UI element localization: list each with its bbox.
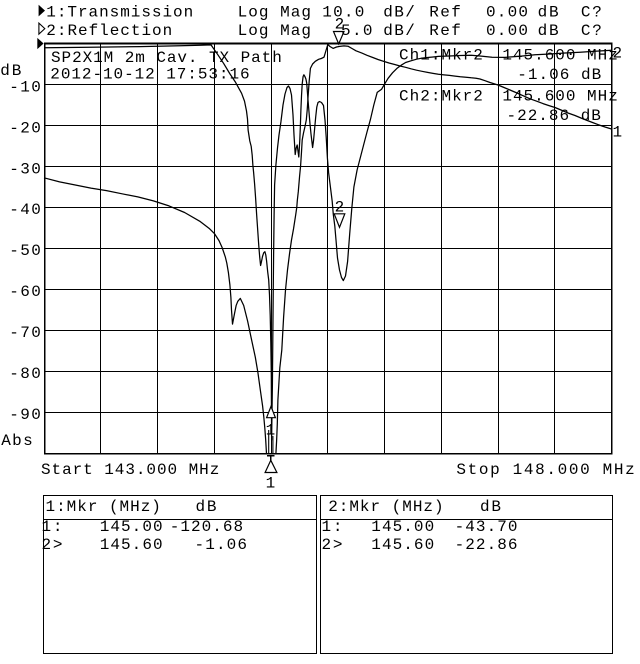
svg-text:C?: C? bbox=[581, 3, 602, 21]
svg-text:2: 2 bbox=[335, 15, 345, 33]
svg-text:145.60: 145.60 bbox=[100, 536, 163, 554]
svg-text:1: 1 bbox=[266, 474, 276, 492]
svg-text:1: 1 bbox=[266, 422, 276, 440]
svg-text:dB/: dB/ bbox=[383, 22, 415, 40]
svg-text:2: 2 bbox=[335, 199, 345, 217]
svg-text:145.600 MHz: 145.600 MHz bbox=[502, 88, 617, 106]
svg-text:145.60: 145.60 bbox=[371, 536, 434, 554]
svg-text:SP2X1M 2m Cav. TX Path: SP2X1M 2m Cav. TX Path bbox=[51, 49, 282, 67]
svg-text:1:Mkr (MHz): 1:Mkr (MHz) bbox=[46, 498, 161, 516]
svg-text:dB: dB bbox=[538, 3, 559, 21]
svg-text:2:Reflection: 2:Reflection bbox=[46, 22, 172, 40]
svg-text:dB: dB bbox=[538, 22, 559, 40]
svg-text:-90: -90 bbox=[9, 406, 41, 424]
svg-text:2>: 2> bbox=[42, 536, 63, 554]
svg-text:1:Transmission: 1:Transmission bbox=[46, 3, 193, 21]
svg-text:-10: -10 bbox=[9, 78, 41, 96]
svg-text:Abs: Abs bbox=[1, 432, 33, 450]
svg-text:-43.70: -43.70 bbox=[455, 518, 518, 536]
svg-text:1:: 1: bbox=[322, 518, 343, 536]
svg-text:Ch2:Mkr2: Ch2:Mkr2 bbox=[399, 88, 483, 106]
svg-text:-22.86 dB: -22.86 dB bbox=[507, 107, 601, 125]
svg-text:0.00: 0.00 bbox=[486, 3, 528, 21]
svg-text:-40: -40 bbox=[9, 201, 41, 219]
svg-text:Ref: Ref bbox=[429, 22, 461, 40]
svg-text:-50: -50 bbox=[9, 242, 41, 260]
svg-text:-80: -80 bbox=[9, 365, 41, 383]
svg-text:-20: -20 bbox=[9, 119, 41, 137]
svg-text:Log Mag: Log Mag bbox=[238, 22, 311, 40]
svg-text:145.600 MHz: 145.600 MHz bbox=[502, 46, 617, 64]
svg-text:-30: -30 bbox=[9, 160, 41, 178]
svg-text:10.0: 10.0 bbox=[322, 3, 364, 21]
svg-text:dB: dB bbox=[480, 498, 501, 516]
svg-text:Start 143.000 MHz: Start 143.000 MHz bbox=[41, 461, 219, 479]
svg-text:145.00: 145.00 bbox=[371, 518, 434, 536]
svg-text:-1.06: -1.06 bbox=[195, 536, 248, 554]
svg-text:145.00: 145.00 bbox=[100, 518, 163, 536]
svg-text:-120.68: -120.68 bbox=[170, 518, 243, 536]
svg-text:1:: 1: bbox=[42, 518, 63, 536]
svg-text:dB: dB bbox=[0, 62, 21, 80]
svg-text:0.00: 0.00 bbox=[486, 22, 528, 40]
svg-text:Ch1:Mkr2: Ch1:Mkr2 bbox=[399, 46, 483, 64]
svg-text:-60: -60 bbox=[9, 283, 41, 301]
svg-text:-1.06 dB: -1.06 dB bbox=[517, 66, 601, 84]
svg-text:2:Mkr (MHz): 2:Mkr (MHz) bbox=[328, 498, 443, 516]
svg-text:dB: dB bbox=[196, 498, 217, 516]
svg-text:1: 1 bbox=[613, 123, 623, 141]
svg-text:dB/: dB/ bbox=[383, 3, 415, 21]
svg-text:-70: -70 bbox=[9, 324, 41, 342]
svg-text:2>: 2> bbox=[322, 536, 343, 554]
svg-text:C?: C? bbox=[581, 22, 602, 40]
svg-text:Ref: Ref bbox=[429, 3, 461, 21]
svg-text:5.0: 5.0 bbox=[341, 22, 373, 40]
svg-text:-22.86: -22.86 bbox=[455, 536, 518, 554]
svg-text:2: 2 bbox=[613, 45, 623, 63]
svg-text:Log Mag: Log Mag bbox=[238, 3, 311, 21]
svg-text:2012-10-12 17:53:16: 2012-10-12 17:53:16 bbox=[50, 65, 249, 83]
svg-text:Stop 148.000 MHz: Stop 148.000 MHz bbox=[456, 461, 634, 479]
